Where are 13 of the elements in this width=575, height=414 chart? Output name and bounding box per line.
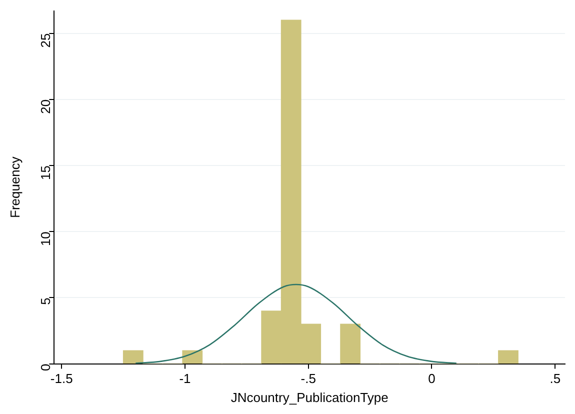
y-tick-label: 10 <box>38 232 53 246</box>
y-tick-label: 25 <box>38 33 53 48</box>
x-tick-label: -1 <box>179 371 191 386</box>
y-axis-title: Frequency <box>7 156 22 218</box>
x-tick-label: .5 <box>550 371 561 386</box>
x-axis-title: JNcountry_PublicationType <box>230 390 388 405</box>
y-tick-label: 20 <box>38 99 53 114</box>
x-tick-label: 0 <box>428 371 436 386</box>
y-tick-label: 0 <box>38 364 53 372</box>
x-tick-label: -.5 <box>300 371 316 386</box>
x-tick-label: -1.5 <box>50 371 73 386</box>
y-tick-label: 15 <box>38 165 53 180</box>
y-tick-label: 5 <box>38 298 53 305</box>
